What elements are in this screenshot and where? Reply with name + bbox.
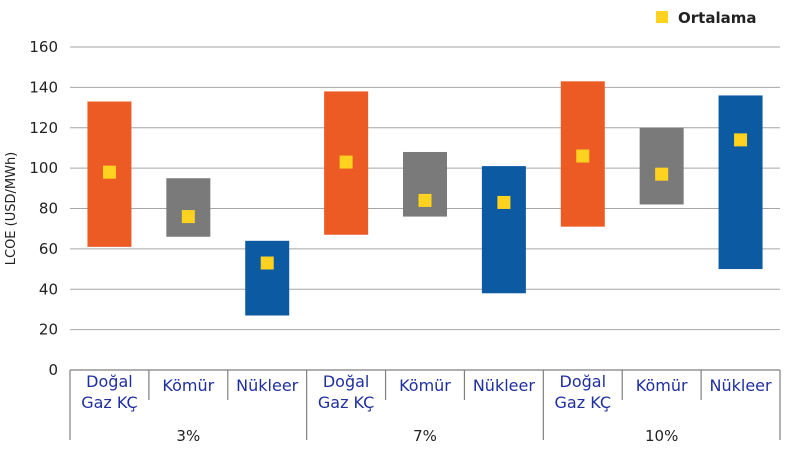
mean-markers [102, 133, 748, 270]
category-label: Nükleer [236, 376, 299, 395]
mean-marker [260, 256, 274, 270]
mean-marker [181, 210, 195, 224]
y-axis-label: LCOE (USD/MWh) [4, 152, 19, 266]
y-tick-label: 120 [29, 119, 58, 137]
category-label: Kömür [636, 376, 688, 395]
category-label: Gaz KÇ [81, 393, 137, 412]
range-bar [166, 178, 211, 237]
y-tick-label: 20 [39, 321, 58, 339]
mean-marker [655, 167, 669, 181]
range-bar [245, 240, 290, 316]
category-label: Doğal [560, 372, 607, 391]
mean-marker [102, 165, 116, 179]
legend-marker [656, 11, 668, 23]
category-label: Kömür [399, 376, 451, 395]
y-tick-labels: 0 20 40 60 80 100 120 140 160 [29, 38, 58, 379]
category-label: Doğal [323, 372, 370, 391]
category-label: Nükleer [473, 376, 536, 395]
x-axis: Doğal Gaz KÇ Kömür Nükleer 3% Doğal Gaz KÇ Kömü… [69, 369, 781, 445]
mean-marker [418, 193, 432, 207]
mean-marker [497, 195, 511, 209]
group-label: 7% [413, 427, 437, 445]
range-bar [639, 127, 684, 205]
bars [87, 81, 763, 316]
mean-marker [576, 149, 590, 163]
category-label: Gaz KÇ [318, 393, 374, 412]
range-bar [718, 95, 763, 270]
y-tick-label: 60 [39, 240, 58, 258]
y-tick-label: 140 [29, 78, 58, 96]
category-label: Kömür [162, 376, 214, 395]
y-tick-label: 100 [29, 159, 58, 177]
y-tick-label: 40 [39, 280, 58, 298]
mean-marker [339, 155, 353, 169]
y-tick-label: 80 [39, 200, 58, 218]
range-bar [481, 166, 526, 294]
y-tick-label: 0 [48, 361, 58, 379]
y-tick-label: 160 [29, 38, 58, 56]
group-label: 10% [645, 427, 678, 445]
mean-marker [734, 133, 748, 147]
legend: Ortalama [656, 9, 756, 27]
group-label: 3% [176, 427, 200, 445]
category-label: Doğal [86, 372, 133, 391]
category-label: Nükleer [710, 376, 773, 395]
category-label: Gaz KÇ [555, 393, 611, 412]
legend-label: Ortalama [678, 9, 756, 27]
